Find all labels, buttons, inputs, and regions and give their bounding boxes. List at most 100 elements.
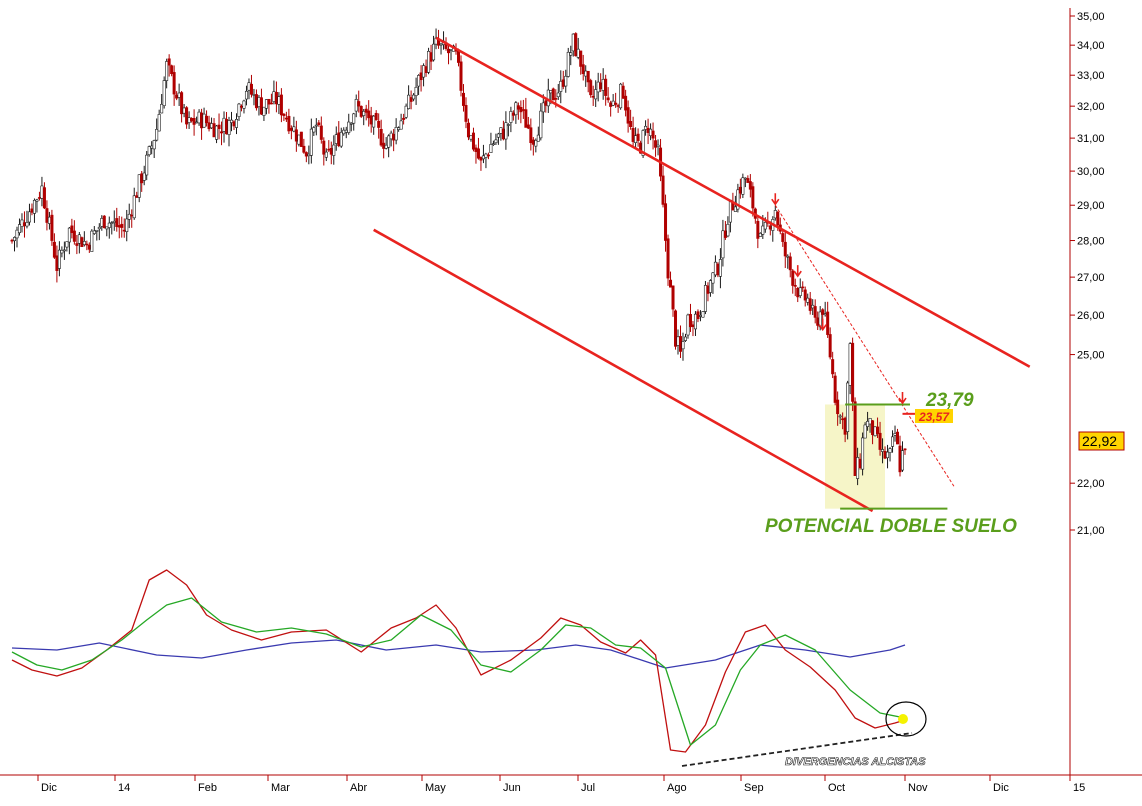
candle-body	[439, 43, 443, 46]
candle-body	[544, 100, 548, 106]
candle-body	[284, 117, 288, 120]
candle-body	[202, 113, 206, 128]
candle-body	[145, 154, 149, 176]
candle-body	[833, 375, 837, 403]
candle-body	[329, 148, 333, 155]
candle-body	[307, 153, 311, 157]
candle-body	[299, 131, 303, 147]
divergence-label: DIVERGENCIAS ALCISTAS	[785, 756, 926, 768]
candle-body	[793, 285, 797, 287]
candle-body	[190, 118, 194, 122]
candle-body	[776, 211, 780, 226]
y-tick-label: 26,00	[1077, 310, 1105, 322]
candle-body	[888, 448, 892, 453]
candle-body	[878, 432, 882, 450]
candle-body	[92, 230, 96, 234]
candle-body	[516, 105, 520, 110]
candle-body	[601, 79, 605, 91]
candle-body	[359, 105, 363, 117]
candle-body	[197, 111, 201, 124]
candle-body	[242, 100, 246, 109]
candle-body	[621, 85, 625, 99]
candle-body	[62, 249, 66, 252]
candle-body	[671, 285, 675, 310]
x-tick-label: Mar	[271, 782, 290, 794]
candle-body	[37, 197, 41, 199]
candle-body	[22, 222, 26, 227]
candle-body	[155, 129, 159, 141]
candle-body	[52, 241, 56, 258]
candle-body	[244, 90, 248, 100]
candle-body	[738, 186, 742, 194]
candle-body	[40, 185, 44, 199]
candle-body	[200, 112, 204, 129]
candle-body	[42, 187, 46, 209]
candle-body	[95, 229, 99, 232]
candle-body	[47, 216, 51, 224]
candle-body	[20, 219, 24, 227]
candle-body	[838, 415, 842, 418]
candle-body	[337, 132, 341, 147]
candle-body	[135, 195, 139, 198]
candle-body	[314, 124, 318, 127]
candle-body	[471, 132, 475, 150]
candle-body	[756, 220, 760, 239]
candle-body	[379, 128, 383, 146]
candle-body	[661, 175, 665, 205]
down-arrow-icon	[793, 265, 802, 278]
candle-body	[688, 314, 692, 328]
candle-body	[304, 152, 308, 157]
candle-body	[222, 117, 226, 132]
candle-body	[205, 115, 209, 124]
y-tick-label: 31,00	[1077, 133, 1105, 145]
candle-body	[863, 424, 867, 439]
candle-body	[372, 115, 376, 128]
candle-body	[693, 313, 697, 330]
candle-body	[215, 125, 219, 140]
candle-body	[539, 110, 543, 139]
candle-body	[237, 103, 241, 117]
candle-body	[741, 177, 745, 195]
candle-body	[674, 310, 678, 347]
y-tick-label: 21,00	[1077, 525, 1105, 537]
candle-body	[768, 225, 772, 230]
candle-body	[858, 458, 862, 469]
candle-body	[404, 105, 408, 118]
candle-body	[594, 89, 598, 100]
candle-body	[669, 279, 673, 288]
candle-body	[402, 117, 406, 120]
candle-body	[367, 110, 371, 119]
candle-body	[524, 109, 528, 128]
candle-body	[501, 128, 505, 140]
candle-body	[97, 226, 101, 230]
candle-body	[120, 223, 124, 228]
candle-body	[30, 208, 34, 213]
oscillator-series-1	[11, 569, 906, 753]
candle-body	[459, 61, 463, 91]
candle-body	[569, 52, 573, 56]
candle-body	[718, 259, 722, 277]
candle-body	[35, 199, 39, 202]
candle-body	[798, 287, 802, 296]
y-tick-label: 32,00	[1077, 101, 1105, 113]
candle-body	[112, 220, 116, 223]
candle-body	[476, 148, 480, 159]
candle-body	[339, 131, 343, 147]
y-tick-label: 29,00	[1077, 200, 1105, 212]
candle-body	[796, 287, 800, 298]
candle-body	[611, 100, 615, 106]
candle-body	[247, 82, 251, 91]
candle-body	[676, 336, 680, 346]
candle-body	[846, 382, 850, 432]
candle-body	[289, 127, 293, 131]
candle-body	[157, 114, 161, 132]
candle-body	[67, 227, 71, 243]
candle-body	[504, 122, 508, 140]
candle-body	[100, 218, 104, 227]
candle-body	[526, 124, 530, 129]
candle-body	[429, 52, 433, 62]
candle-body	[619, 83, 623, 109]
candle-body	[609, 102, 613, 107]
candle-body	[596, 81, 600, 93]
candle-body	[152, 140, 156, 150]
